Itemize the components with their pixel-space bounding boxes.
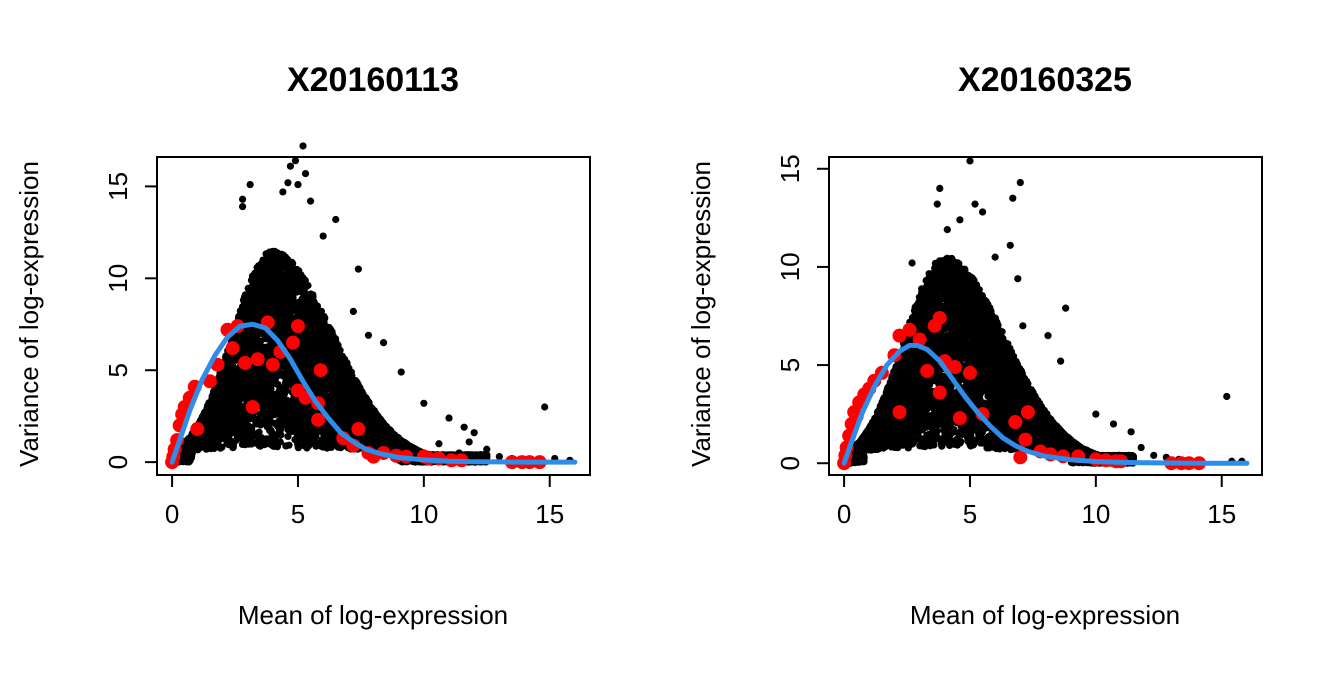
panel-1: X20160113 Mean of log-expression Varianc… [14,61,591,630]
panel-1-title: X20160113 [287,61,459,99]
gene-point [285,441,293,449]
panel-1-y-axis-label: Variance of log-expression [14,161,44,467]
panel-1-plot-area [165,142,578,470]
panel-1-x-axis-label: Mean of log-expression [238,600,508,630]
